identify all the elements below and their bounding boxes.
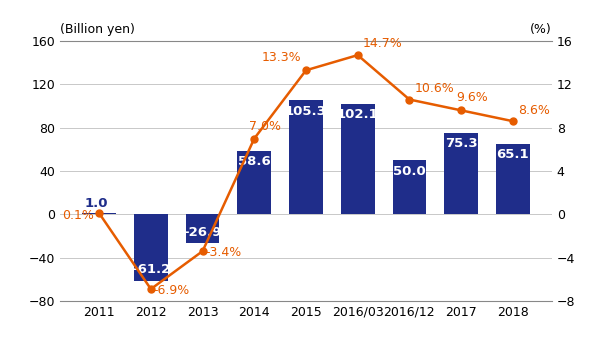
Text: -6.9%: -6.9% [154,284,190,297]
Text: 0.1%: 0.1% [62,209,94,222]
Text: 7.0%: 7.0% [249,120,281,133]
Text: 9.6%: 9.6% [456,91,488,104]
Text: 14.7%: 14.7% [363,37,403,50]
Bar [238,151,271,214]
Bar [392,160,426,214]
Text: 105.3: 105.3 [285,105,327,118]
Text: 102.1: 102.1 [337,108,379,121]
Text: 58.6: 58.6 [238,155,271,168]
Text: -3.4%: -3.4% [205,246,241,259]
Text: 75.3: 75.3 [445,137,478,150]
Bar [82,213,116,214]
Bar [134,214,167,280]
Text: 8.6%: 8.6% [518,104,550,117]
Text: 50.0: 50.0 [393,165,426,177]
Text: (Billion yen): (Billion yen) [60,23,135,36]
Text: (%): (%) [530,23,552,36]
Text: 10.6%: 10.6% [415,82,454,95]
Text: -61.2: -61.2 [132,263,170,276]
Text: 1.0: 1.0 [85,197,108,210]
Text: -26.9: -26.9 [184,226,222,239]
Bar [289,100,323,214]
Bar [496,144,530,214]
Bar [341,104,374,214]
Bar [186,214,220,244]
Bar [445,133,478,214]
Text: 13.3%: 13.3% [261,51,301,64]
Text: 65.1: 65.1 [497,148,529,161]
